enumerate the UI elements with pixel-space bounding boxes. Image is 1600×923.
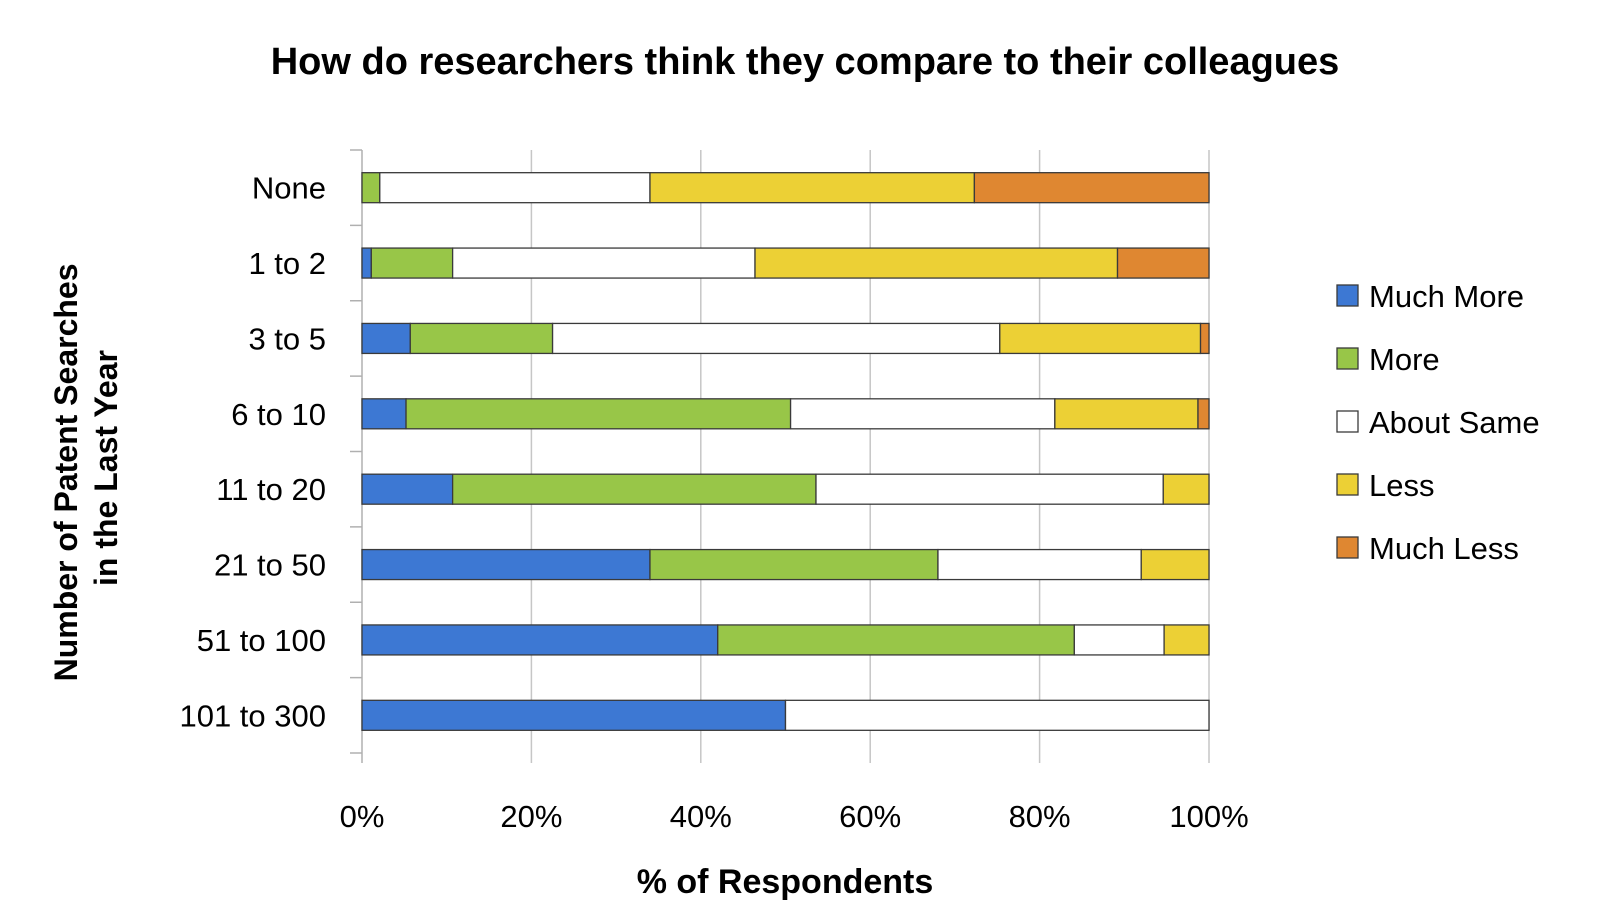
x-tick-label: 40% <box>670 799 732 834</box>
legend-swatch <box>1336 473 1359 496</box>
bar-segment <box>999 322 1202 355</box>
bar-segment <box>361 322 411 355</box>
y-tick-labels: None 1 to 2 3 to 5 6 to 10 11 to 20 21 to 50 5… <box>179 171 326 734</box>
legend-label: About Same <box>1369 405 1540 440</box>
x-axis-title: % of Respondents <box>637 863 934 901</box>
bar-segment <box>409 322 554 355</box>
bar-segment <box>370 247 454 279</box>
y-tick-label: None <box>252 171 326 206</box>
legend-swatch <box>1336 284 1359 307</box>
bar-segment <box>1197 398 1210 430</box>
bar-segment <box>551 322 1001 355</box>
legend-swatch <box>1336 347 1359 370</box>
legend-item: More <box>1336 342 1440 377</box>
legend-item: About Same <box>1336 405 1540 440</box>
bar-segment <box>361 247 372 279</box>
bar-segment <box>754 247 1119 279</box>
legend: Much More More About Same Less Much Less <box>1336 279 1540 566</box>
legend-label: Much More <box>1369 279 1524 314</box>
y-axis-title: Number of Patent Searches in the Last Ye… <box>48 255 124 682</box>
bar-segment <box>649 172 976 204</box>
bar-segment <box>379 172 651 204</box>
legend-swatch <box>1336 536 1359 559</box>
x-tick-labels: 0% 20% 40% 60% 80% 100% <box>340 799 1249 834</box>
bar-segment <box>1140 548 1210 581</box>
y-tick-label: 3 to 5 <box>248 321 326 356</box>
bar-segment <box>361 699 787 731</box>
y-tick-label: 51 to 100 <box>197 623 326 658</box>
bar-segment <box>361 624 719 656</box>
bar-segment <box>1163 624 1210 656</box>
bar-segment <box>405 398 792 430</box>
bar-segment <box>649 548 939 581</box>
bar-segment <box>717 624 1075 656</box>
y-tick-label: 11 to 20 <box>216 472 326 507</box>
bar-segment <box>361 398 407 430</box>
legend-label: More <box>1369 342 1440 377</box>
x-tick-label: 0% <box>340 799 385 834</box>
chart-title: How do researchers think they compare to… <box>271 41 1340 83</box>
bar-segment <box>973 172 1210 204</box>
bar-segment <box>789 398 1056 430</box>
bar-segment <box>937 548 1142 581</box>
bar-segment <box>1116 247 1210 279</box>
legend-label: Much Less <box>1369 531 1519 566</box>
x-tick-label: 60% <box>839 799 901 834</box>
bars <box>361 172 1210 731</box>
bar-segment <box>451 247 756 279</box>
legend-swatch <box>1336 410 1359 433</box>
x-tick-label: 100% <box>1169 799 1248 834</box>
bar-segment <box>361 473 454 505</box>
axes <box>350 149 363 763</box>
bar-segment <box>784 699 1210 731</box>
legend-item: Much More <box>1336 279 1524 314</box>
bar-segment <box>361 172 381 204</box>
legend-item: Much Less <box>1336 531 1519 566</box>
bar-segment <box>815 473 1164 505</box>
y-axis-title-line-1: Number of Patent Searches <box>48 263 84 681</box>
y-tick-label: 1 to 2 <box>248 246 326 281</box>
y-tick-label: 21 to 50 <box>214 548 326 583</box>
x-tick-label: 80% <box>1009 799 1071 834</box>
y-tick-label: 101 to 300 <box>179 698 326 733</box>
bar-segment <box>1162 473 1210 505</box>
legend-label: Less <box>1369 468 1434 503</box>
y-axis-title-line-2: in the Last Year <box>88 350 124 586</box>
bar-segment <box>451 473 817 505</box>
bar-segment <box>1073 624 1165 656</box>
x-tick-label: 20% <box>500 799 562 834</box>
gridlines <box>530 150 1210 763</box>
bar-segment <box>361 548 651 581</box>
legend-item: Less <box>1336 468 1434 503</box>
bar-segment <box>1199 322 1210 355</box>
bar-segment <box>1054 398 1199 430</box>
y-tick-label: 6 to 10 <box>231 397 326 432</box>
